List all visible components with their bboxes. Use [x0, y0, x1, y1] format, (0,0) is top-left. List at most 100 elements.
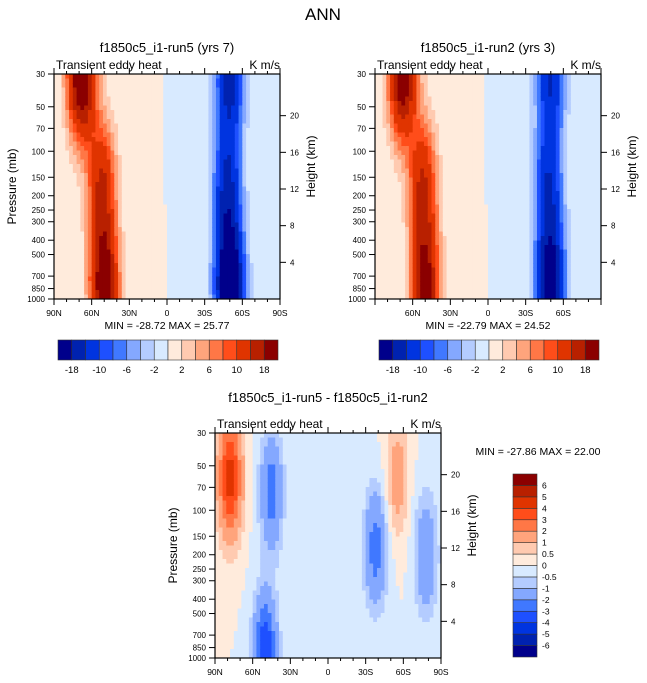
heatmap-cell [227, 114, 232, 120]
colorbar-box [222, 339, 238, 361]
heatmap-cell [87, 186, 93, 192]
heatmap-cell [476, 218, 482, 224]
heatmap-cell [261, 87, 266, 93]
heatmap-cell [144, 141, 149, 147]
heatmap-cell [170, 200, 176, 206]
heatmap-cell [375, 245, 380, 251]
heatmap-cell [227, 150, 232, 156]
heatmap-cell [95, 92, 100, 98]
heatmap-cell [185, 101, 191, 107]
heatmap-cell [442, 249, 448, 255]
heatmap-cell [129, 263, 134, 269]
colorbar-box [208, 339, 224, 361]
heatmap-cell [503, 74, 508, 80]
heatmap-cell [469, 209, 474, 215]
heatmap-cell [446, 155, 451, 161]
heatmap-cell [129, 168, 134, 174]
heatmap-cell [439, 182, 444, 188]
heatmap-cell [155, 137, 161, 143]
heatmap-cell [212, 173, 217, 179]
heatmap-cell [125, 101, 130, 107]
heatmap-cell [189, 281, 194, 287]
heatmap-cell [110, 110, 115, 116]
heatmap-cell [439, 267, 444, 273]
heatmap-cell [242, 191, 247, 197]
heatmap-cell [110, 141, 115, 147]
heatmap-cell [54, 119, 59, 125]
heatmap-cell [182, 254, 187, 260]
heatmap-cell [182, 222, 187, 228]
heatmap-cell [234, 114, 240, 120]
heatmap-cell [215, 164, 221, 170]
heatmap-cell [461, 177, 466, 183]
heatmap-cell [439, 209, 444, 215]
heatmap-cell [69, 177, 74, 183]
heatmap-cell [80, 263, 85, 269]
heatmap-cell [144, 105, 149, 111]
heatmap-cell [114, 258, 119, 264]
heatmap-cell [272, 249, 277, 255]
heatmap-cell [249, 263, 255, 269]
heatmap-cell [163, 92, 168, 98]
heatmap-cell [435, 78, 440, 84]
heatmap-cell [193, 227, 198, 233]
heatmap-cell [249, 272, 255, 278]
heatmap-cell [65, 258, 70, 264]
heatmap-cell [167, 105, 172, 111]
heatmap-cell [412, 285, 418, 291]
heatmap-cell [61, 209, 66, 215]
heatmap-cell [159, 92, 164, 98]
heatmap-cell [469, 258, 474, 264]
heatmap-cell [480, 227, 485, 233]
heatmap-cell [454, 159, 459, 165]
heatmap-cell [465, 213, 470, 219]
heatmap-cell [423, 290, 429, 296]
heatmap-cell [431, 249, 436, 255]
heatmap-cell [264, 204, 270, 210]
heatmap-cell [76, 267, 81, 273]
heatmap-cell [91, 294, 97, 299]
heatmap-cell [390, 182, 395, 188]
heatmap-cell [476, 87, 482, 93]
heatmap-cell [102, 231, 108, 237]
heatmap-cell [178, 272, 183, 278]
heatmap-cell [242, 200, 247, 206]
heatmap-cell [167, 209, 172, 215]
heatmap-cell [110, 267, 115, 273]
heatmap-cell [114, 155, 119, 161]
heatmap-cell [484, 101, 489, 107]
heatmap-cell [484, 222, 489, 228]
heatmap-cell [416, 272, 421, 278]
heatmap-cell [91, 267, 97, 273]
heatmap-cell [219, 74, 225, 80]
heatmap-cell [375, 200, 380, 206]
heatmap-cell [405, 231, 410, 237]
heatmap-cell [465, 276, 470, 282]
heatmap-cell [72, 123, 78, 129]
heatmap-cell [495, 254, 500, 260]
heatmap-cell [431, 119, 436, 125]
heatmap-cell [182, 128, 187, 134]
heatmap-cell [416, 110, 421, 116]
heatmap-cell [170, 209, 176, 215]
heatmap-cell [80, 110, 85, 116]
heatmap-cell [185, 218, 191, 224]
heatmap-cell [185, 96, 191, 102]
heatmap-cell [499, 218, 504, 224]
heatmap-cell [129, 281, 134, 287]
heatmap-cell [227, 87, 232, 93]
heatmap-cell [114, 150, 119, 156]
heatmap-cell [200, 132, 206, 138]
heatmap-cell [261, 249, 266, 255]
heatmap-cell [54, 110, 59, 116]
heatmap-cell [427, 182, 433, 188]
heatmap-cell [99, 132, 104, 138]
heatmap-cell [200, 200, 206, 206]
heatmap-cell [499, 240, 504, 246]
heatmap-cell [72, 245, 78, 251]
heatmap-cell [465, 263, 470, 269]
heatmap-cell [106, 294, 112, 299]
heatmap-cell [427, 222, 433, 228]
heatmap-cell [84, 218, 89, 224]
heatmap-cell [174, 105, 179, 111]
